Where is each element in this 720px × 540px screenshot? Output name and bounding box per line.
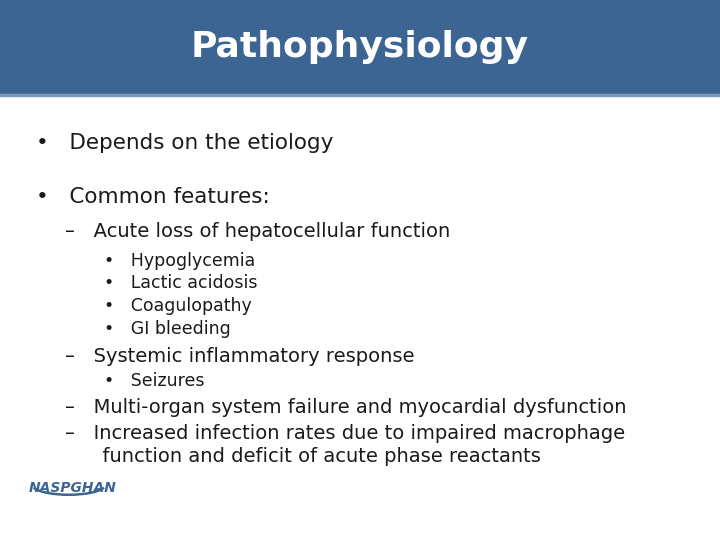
Text: –   Increased infection rates due to impaired macrophage: – Increased infection rates due to impai… [65,423,625,443]
Text: •   Coagulopathy: • Coagulopathy [104,297,252,315]
Text: •   Lactic acidosis: • Lactic acidosis [104,274,258,293]
Text: Pathophysiology: Pathophysiology [191,30,529,64]
Text: •   GI bleeding: • GI bleeding [104,320,231,338]
Text: •   Seizures: • Seizures [104,372,205,390]
Text: •   Common features:: • Common features: [36,187,270,207]
Text: •   Depends on the etiology: • Depends on the etiology [36,133,333,153]
Text: –   Multi-organ system failure and myocardial dysfunction: – Multi-organ system failure and myocard… [65,398,626,417]
Text: –   Acute loss of hepatocellular function: – Acute loss of hepatocellular function [65,221,450,241]
Text: NASPGHAN: NASPGHAN [29,481,117,495]
Text: –   Systemic inflammatory response: – Systemic inflammatory response [65,347,414,366]
Text: function and deficit of acute phase reactants: function and deficit of acute phase reac… [65,447,541,466]
Text: •   Hypoglycemia: • Hypoglycemia [104,252,256,270]
